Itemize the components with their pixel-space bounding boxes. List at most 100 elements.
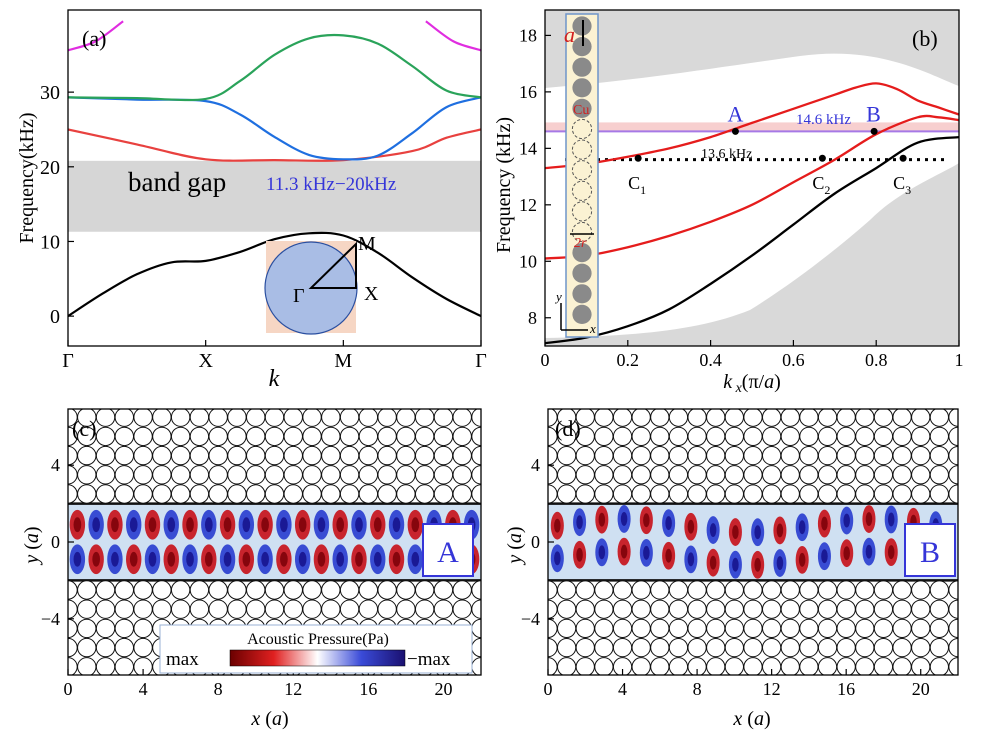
scatterer [170, 465, 191, 485]
pressure-core [620, 512, 628, 526]
scatterer [339, 465, 360, 485]
scatterer [706, 618, 726, 639]
scatterer [284, 389, 302, 407]
pressure-core [129, 517, 138, 533]
scatterer [114, 637, 135, 658]
scatterer [433, 580, 454, 600]
scatterer [339, 599, 360, 619]
scatterer [95, 465, 116, 485]
scatterer [781, 389, 799, 407]
scatterer [96, 389, 114, 407]
scatterer [396, 445, 416, 466]
b-ytick-label: 16 [519, 82, 537, 102]
inset-cu-label: Cu [573, 103, 589, 118]
pressure-core [317, 551, 326, 567]
field-xtick-label: 8 [693, 679, 702, 699]
colorbar-min: max [166, 649, 199, 670]
scatterer [433, 445, 454, 466]
mode-b-box [904, 523, 956, 577]
scatterer [892, 657, 912, 675]
scatterer [687, 484, 707, 504]
scatterer [95, 637, 116, 658]
pressure-core [167, 551, 176, 567]
scatterer [452, 580, 472, 600]
scatterer [40, 389, 58, 407]
inset-x: X [364, 283, 379, 305]
scatterer [893, 389, 911, 407]
scatterer [302, 409, 322, 427]
a-xtick-label: M [334, 350, 352, 372]
inset-scatterer [571, 139, 593, 160]
field-xtick-label: 16 [837, 679, 855, 699]
scatterer [171, 389, 189, 407]
scatterer [170, 445, 191, 466]
pressure-core [261, 517, 269, 533]
scatterer [133, 426, 153, 447]
pressure-core [598, 512, 606, 527]
inset-scatterer [571, 221, 593, 243]
scatterer [520, 677, 538, 695]
scatterer [114, 409, 135, 427]
scatterer [520, 638, 538, 656]
scatterer [892, 637, 912, 658]
scatterer [339, 409, 360, 427]
scatterer [321, 426, 341, 447]
scatterer [651, 370, 669, 388]
scatterer [453, 677, 471, 695]
pressure-core [665, 516, 672, 531]
pressure-core [643, 545, 650, 560]
scatterer [115, 696, 133, 714]
scatterer [414, 465, 435, 485]
scatterer [707, 677, 725, 695]
field-ytick-label: 0 [51, 532, 60, 552]
panel-a-frame [67, 9, 482, 347]
b-xtick-label: 0.4 [699, 350, 722, 370]
field-xtick-label: 20 [434, 679, 452, 699]
panel-b-ylabel: Frequency (kHz) [493, 117, 515, 253]
pressure-core [554, 551, 561, 566]
pressure-core [687, 552, 695, 567]
scatterer [968, 658, 985, 676]
scatterer [651, 696, 669, 714]
scatterer [209, 370, 227, 388]
scatterer [358, 409, 379, 427]
scatterer [557, 657, 577, 675]
scatterer [491, 638, 509, 656]
scatterer [724, 599, 744, 619]
scatterer [322, 696, 340, 714]
inset-scatterer [572, 98, 592, 118]
scatterer [396, 426, 416, 447]
panel-b-xlabel: k x(π/a) [723, 371, 781, 396]
mode-a-label: A [437, 536, 459, 569]
pressure-core [887, 512, 895, 527]
scatterer [340, 389, 358, 407]
scatterer [77, 637, 97, 658]
scatterer [595, 677, 613, 695]
scatterer [377, 484, 397, 504]
scatterer [595, 370, 613, 388]
scatterer [133, 409, 153, 427]
scatterer [744, 677, 762, 695]
scatterer [725, 677, 743, 695]
scatterer [115, 389, 133, 407]
scatterer [190, 696, 208, 714]
panel-d-xlabel: x (a) [732, 708, 770, 730]
inset-scatterer [571, 180, 593, 201]
scatterer [594, 637, 614, 658]
scatterer [873, 580, 894, 600]
dispersion-mode-red-lower [545, 114, 959, 260]
upper-continuum [545, 10, 959, 88]
scatterer [133, 580, 153, 600]
scatterer [743, 409, 763, 427]
scatterer [855, 445, 875, 466]
pressure-core [821, 516, 828, 531]
scatterer [687, 637, 707, 658]
scatterer [968, 619, 985, 637]
scatterer [632, 389, 650, 407]
scatterer [631, 445, 651, 466]
scatterer [929, 484, 949, 504]
scatterer [836, 637, 856, 658]
scatterer [453, 389, 471, 407]
scatterer [414, 580, 435, 600]
pressure-core [73, 517, 82, 533]
